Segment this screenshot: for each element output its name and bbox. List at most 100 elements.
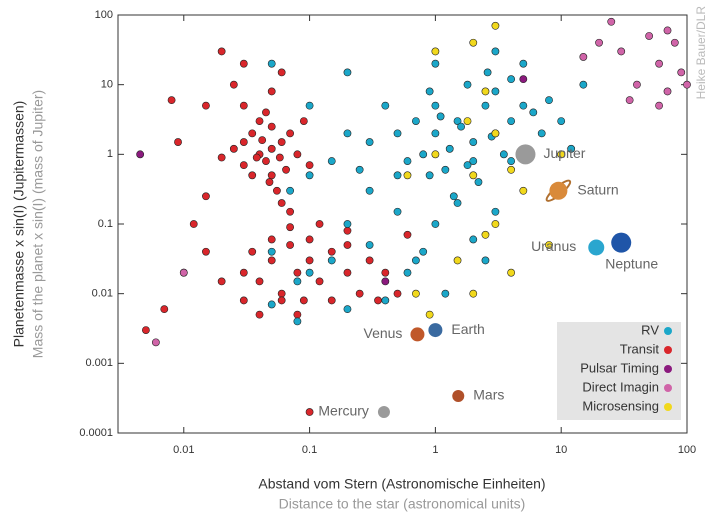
point bbox=[249, 130, 256, 137]
point bbox=[382, 297, 389, 304]
point bbox=[202, 102, 209, 109]
point bbox=[259, 137, 266, 144]
point bbox=[328, 297, 335, 304]
point bbox=[394, 290, 401, 297]
point bbox=[294, 269, 301, 276]
point bbox=[545, 97, 552, 104]
point bbox=[344, 69, 351, 76]
planet-label: Venus bbox=[364, 325, 403, 341]
point bbox=[249, 172, 256, 179]
point bbox=[278, 290, 285, 297]
point bbox=[268, 301, 275, 308]
point bbox=[432, 220, 439, 227]
point bbox=[268, 123, 275, 130]
point bbox=[202, 248, 209, 255]
point bbox=[356, 166, 363, 173]
planet bbox=[588, 239, 604, 255]
point bbox=[404, 269, 411, 276]
point bbox=[306, 257, 313, 264]
point bbox=[655, 102, 662, 109]
point bbox=[412, 290, 419, 297]
point bbox=[508, 166, 515, 173]
point bbox=[382, 102, 389, 109]
point bbox=[492, 220, 499, 227]
legend-swatch bbox=[664, 365, 672, 373]
point bbox=[218, 278, 225, 285]
point bbox=[180, 269, 187, 276]
point bbox=[168, 97, 175, 104]
planet bbox=[611, 233, 631, 253]
point bbox=[306, 102, 313, 109]
point bbox=[437, 113, 444, 120]
point bbox=[482, 231, 489, 238]
point bbox=[366, 138, 373, 145]
point bbox=[464, 162, 471, 169]
planet-label: Earth bbox=[451, 321, 484, 337]
legend-label: Direct Imagin bbox=[582, 379, 659, 394]
y-axis-subtitle: Mass of the planet x sin(I) (mass of Jup… bbox=[30, 90, 46, 358]
legend-swatch bbox=[664, 384, 672, 392]
point bbox=[633, 81, 640, 88]
point bbox=[344, 241, 351, 248]
planet bbox=[410, 327, 424, 341]
planet-label: Saturn bbox=[577, 181, 618, 197]
point bbox=[230, 81, 237, 88]
point bbox=[432, 130, 439, 137]
planet-label: Uranus bbox=[531, 238, 576, 254]
point bbox=[475, 178, 482, 185]
point bbox=[328, 157, 335, 164]
point bbox=[492, 88, 499, 95]
x-tick-label: 0.1 bbox=[302, 444, 317, 456]
planet-label: Mars bbox=[473, 387, 504, 403]
point bbox=[262, 109, 269, 116]
point bbox=[374, 297, 381, 304]
point bbox=[344, 306, 351, 313]
point bbox=[484, 69, 491, 76]
point bbox=[454, 257, 461, 264]
point bbox=[608, 18, 615, 25]
legend-label: Transit bbox=[620, 341, 660, 356]
x-tick-label: 0.01 bbox=[173, 444, 194, 456]
point bbox=[446, 145, 453, 152]
point bbox=[316, 278, 323, 285]
point bbox=[482, 102, 489, 109]
point bbox=[382, 269, 389, 276]
point bbox=[344, 269, 351, 276]
point bbox=[450, 193, 457, 200]
point bbox=[202, 193, 209, 200]
y-tick-label: 0.01 bbox=[92, 288, 113, 300]
planet bbox=[428, 323, 442, 337]
point bbox=[190, 220, 197, 227]
point bbox=[492, 130, 499, 137]
point bbox=[273, 187, 280, 194]
point bbox=[366, 257, 373, 264]
point bbox=[276, 154, 283, 161]
point bbox=[382, 278, 389, 285]
point bbox=[482, 257, 489, 264]
point bbox=[470, 172, 477, 179]
point bbox=[294, 151, 301, 158]
y-tick-label: 0.1 bbox=[98, 218, 113, 230]
point bbox=[152, 339, 159, 346]
point bbox=[306, 269, 313, 276]
point bbox=[432, 102, 439, 109]
point bbox=[286, 224, 293, 231]
point bbox=[328, 248, 335, 255]
point bbox=[262, 157, 269, 164]
point bbox=[618, 48, 625, 55]
point bbox=[306, 408, 313, 415]
point bbox=[294, 311, 301, 318]
y-tick-label: 0.0001 bbox=[79, 427, 113, 439]
point bbox=[404, 157, 411, 164]
y-tick-label: 10 bbox=[101, 79, 113, 91]
point bbox=[286, 187, 293, 194]
point bbox=[356, 290, 363, 297]
planet bbox=[378, 406, 390, 418]
point bbox=[492, 48, 499, 55]
point bbox=[470, 290, 477, 297]
point bbox=[420, 151, 427, 158]
point bbox=[520, 102, 527, 109]
point bbox=[492, 208, 499, 215]
point bbox=[306, 162, 313, 169]
point bbox=[470, 138, 477, 145]
